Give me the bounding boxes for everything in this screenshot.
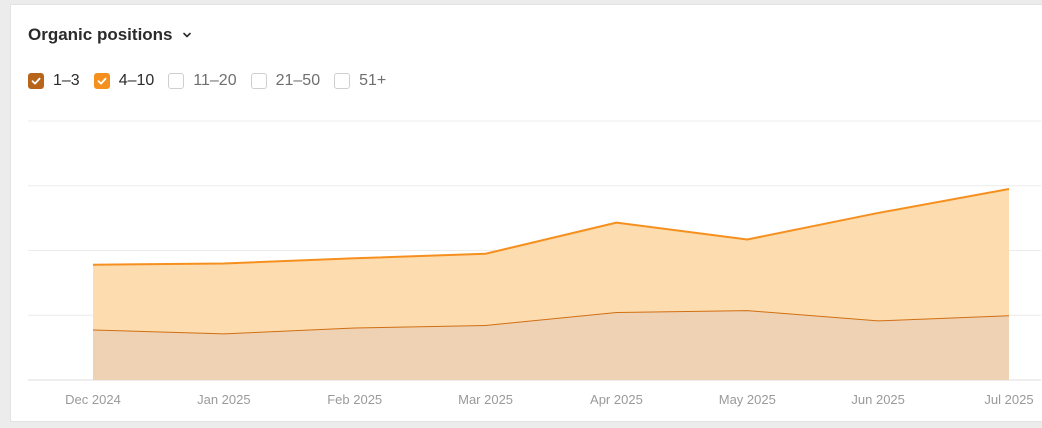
x-tick-label: Feb 2025 xyxy=(327,392,382,407)
checkmark-icon xyxy=(97,77,107,85)
legend-label-11-20: 11–20 xyxy=(193,72,237,89)
x-tick-label: Dec 2024 xyxy=(65,392,121,407)
legend-item-51-plus[interactable]: 51+ xyxy=(334,72,386,90)
x-tick-label: Mar 2025 xyxy=(458,392,513,407)
legend-item-4-10[interactable]: 4–10 xyxy=(93,72,155,90)
series-area-2 xyxy=(93,188,1009,334)
chart-title: Organic positions xyxy=(28,25,173,44)
organic-positions-dropdown[interactable]: Organic positions xyxy=(28,25,193,45)
x-tick-label: Jul 2025 xyxy=(984,392,1033,407)
checkmark-icon xyxy=(31,77,41,85)
legend-label-1-3: 1–3 xyxy=(53,72,80,89)
legend-label-4-10: 4–10 xyxy=(118,72,155,89)
checkbox-4-10[interactable] xyxy=(93,73,110,89)
legend-label-21-50: 21–50 xyxy=(275,72,321,89)
legend-item-21-50[interactable]: 21–50 xyxy=(250,72,321,90)
x-tick-label: May 2025 xyxy=(719,392,776,407)
series-area-1 xyxy=(93,310,1009,380)
organic-positions-card: Organic positions 1–3 4–10 11–20 xyxy=(10,4,1042,422)
checkbox-11-20[interactable] xyxy=(168,73,185,89)
checkbox-1-3[interactable] xyxy=(28,73,44,89)
legend-item-1-3[interactable]: 1–3 xyxy=(28,72,80,90)
x-tick-label: Apr 2025 xyxy=(590,392,643,407)
series-line-2 xyxy=(92,188,1010,266)
legend-item-11-20[interactable]: 11–20 xyxy=(168,72,237,90)
legend-label-51-plus: 51+ xyxy=(359,72,387,89)
chevron-down-icon xyxy=(181,29,193,41)
checkbox-51-plus[interactable] xyxy=(334,73,351,89)
legend: 1–3 4–10 11–20 21–50 51+ xyxy=(28,72,400,90)
x-tick-label: Jan 2025 xyxy=(197,392,251,407)
area-chart: Dec 2024 Jan 2025 Feb 2025 Mar 2025 Apr 2025… xyxy=(28,120,1041,407)
checkbox-21-50[interactable] xyxy=(250,73,267,89)
x-tick-label: Jun 2025 xyxy=(851,392,905,407)
